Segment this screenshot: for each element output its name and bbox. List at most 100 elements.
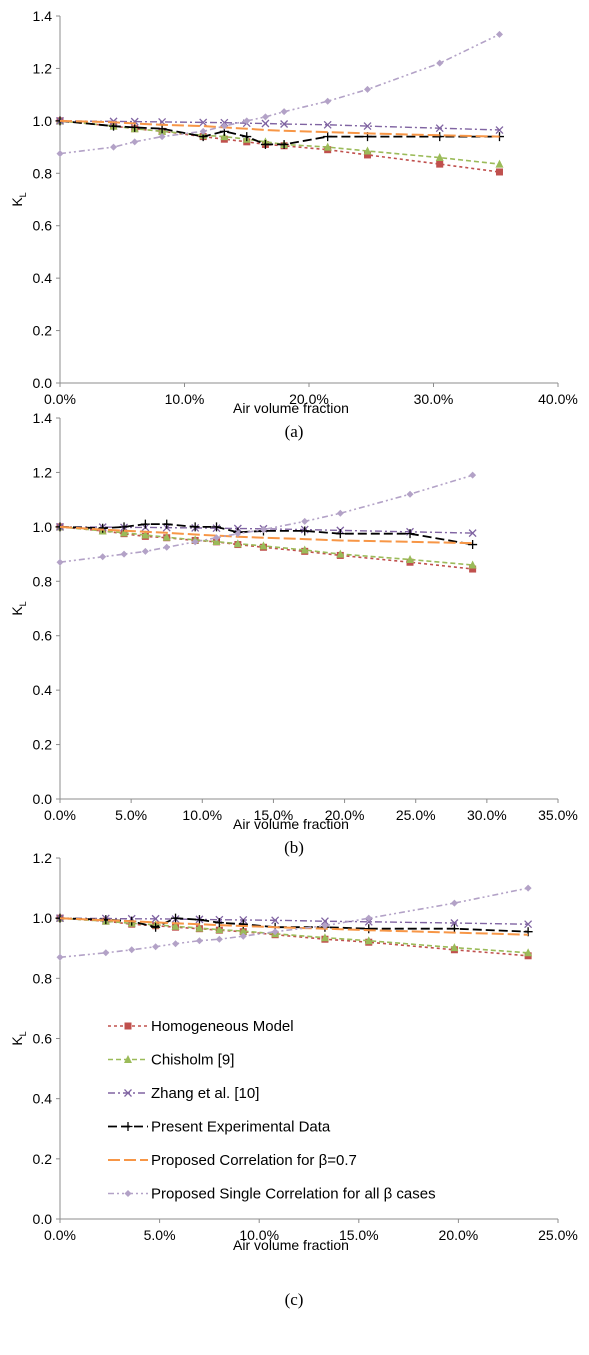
data-point-experimental: [238, 919, 248, 929]
y-axis-label: KL: [9, 1031, 28, 1045]
legend-item-experimental: Present Experimental Data: [108, 1119, 331, 1136]
data-point-experimental: [435, 132, 445, 142]
panel-caption: (c): [285, 1290, 304, 1309]
data-point-single: [243, 117, 251, 125]
data-point-single: [102, 949, 110, 957]
legend-label: Proposed Single Correlation for all β ca…: [151, 1186, 436, 1203]
y-tick-label: 1.2: [33, 60, 53, 76]
data-point-experimental: [364, 924, 374, 934]
data-point-single: [158, 133, 166, 141]
legend-marker: [124, 1022, 132, 1030]
chart-2: 0.0 0.2 0.4 0.6 0.8 1.0 1.2 1.4 0.0% 5.0% 10.0% 15.…: [9, 410, 578, 857]
legend-marker: [123, 1122, 133, 1131]
y-tick-label: 0.4: [33, 1091, 53, 1107]
data-point-chisholm: [495, 159, 504, 168]
legend-marker: [124, 1190, 132, 1197]
y-tick-label: 0.2: [33, 323, 53, 339]
legend-item-homogeneous: Homogeneous Model: [108, 1018, 294, 1035]
data-point-zhang: [320, 917, 329, 926]
legend-item-zhang: Zhang et al. [10]: [108, 1085, 259, 1102]
data-point-chisholm: [524, 948, 533, 957]
series-line-proposed: [59, 119, 500, 138]
data-point-zhang: [468, 529, 477, 538]
data-point-chisholm: [120, 528, 129, 537]
series-experimental: [55, 519, 478, 550]
legend-label: Proposed Correlation for β=0.7: [151, 1152, 357, 1169]
data-point-single: [56, 150, 64, 158]
series-chisholm: [56, 116, 504, 168]
x-tick-label: 15.0%: [339, 1227, 379, 1243]
data-point-chisholm: [406, 555, 415, 564]
data-point-experimental: [162, 519, 172, 529]
y-tick-label: 0.6: [33, 628, 53, 644]
y-tick-label: 0.6: [33, 1031, 53, 1047]
data-point-experimental: [151, 922, 161, 932]
x-tick-label: 30.0%: [467, 807, 507, 823]
data-point-experimental: [279, 139, 289, 149]
x-tick-label: 35.0%: [538, 807, 578, 823]
data-point-single: [163, 543, 171, 551]
data-point-experimental: [405, 529, 415, 539]
data-point-single: [141, 547, 149, 555]
data-point-zhang: [435, 124, 444, 133]
x-tick-label: 5.0%: [144, 1227, 176, 1243]
data-point-single: [321, 922, 329, 930]
data-point-single: [56, 953, 64, 961]
x-tick-label: 30.0%: [414, 391, 454, 407]
data-point-experimental: [523, 927, 533, 937]
y-tick-label: 0.8: [33, 970, 53, 986]
x-tick-label: 25.0%: [538, 1227, 578, 1243]
data-point-single: [280, 108, 288, 116]
data-point-zhang: [363, 122, 372, 131]
data-point-chisholm: [162, 532, 171, 541]
y-tick-label: 0.4: [33, 270, 53, 286]
data-point-chisholm: [233, 539, 242, 548]
series-single: [56, 471, 477, 566]
y-tick-label: 0.6: [33, 218, 53, 234]
data-point-single: [110, 143, 118, 151]
data-point-single: [259, 526, 267, 534]
data-point-zhang: [495, 126, 504, 134]
data-point-chisholm: [171, 921, 180, 930]
data-point-zhang: [199, 118, 208, 127]
data-point-chisholm: [336, 549, 345, 558]
data-point-experimental: [98, 523, 108, 533]
chart-3: 0.0 0.2 0.4 0.6 0.8 1.0 1.2 0.0% 5.0% 10.0% 15.0% 2…: [9, 850, 578, 1309]
legend-label: Zhang et al. [10]: [151, 1085, 259, 1102]
data-point-zhang: [151, 914, 160, 923]
data-point-experimental: [468, 540, 478, 550]
data-point-chisholm: [450, 943, 459, 952]
legend-label: Present Experimental Data: [151, 1119, 331, 1136]
x-tick-label: 10.0%: [182, 807, 222, 823]
data-point-single: [239, 932, 247, 940]
y-tick-label: 0.8: [33, 573, 53, 589]
data-point-single: [524, 884, 532, 892]
y-tick-label: 1.2: [33, 464, 53, 480]
y-tick-label: 0.8: [33, 165, 53, 181]
data-point-experimental: [260, 139, 270, 149]
series-proposed: [59, 917, 529, 936]
series-line-proposed: [59, 525, 473, 545]
y-tick-label: 1.0: [33, 113, 53, 129]
y-axis-label-subscript: L: [18, 192, 28, 197]
data-point-chisholm: [259, 541, 268, 550]
data-point-experimental: [323, 132, 333, 142]
x-axis-label: Air volume fraction: [233, 816, 349, 832]
data-point-experimental: [214, 918, 224, 928]
series-line-homogeneous: [59, 120, 500, 173]
series-line-proposed: [59, 917, 529, 936]
data-point-single: [120, 550, 128, 558]
legend-item-chisholm: Chisholm [9]: [108, 1052, 234, 1069]
data-point-chisholm: [320, 933, 329, 942]
series-proposed: [59, 525, 473, 545]
data-point-chisholm: [364, 936, 373, 945]
y-tick-label: 1.0: [33, 519, 53, 535]
panel-caption: (b): [284, 838, 304, 857]
data-point-single: [128, 946, 136, 954]
data-point-chisholm: [363, 146, 372, 155]
legend-item-single: Proposed Single Correlation for all β ca…: [108, 1186, 436, 1203]
data-point-experimental: [140, 519, 150, 529]
data-point-chisholm: [468, 560, 477, 569]
data-point-single: [324, 97, 332, 105]
